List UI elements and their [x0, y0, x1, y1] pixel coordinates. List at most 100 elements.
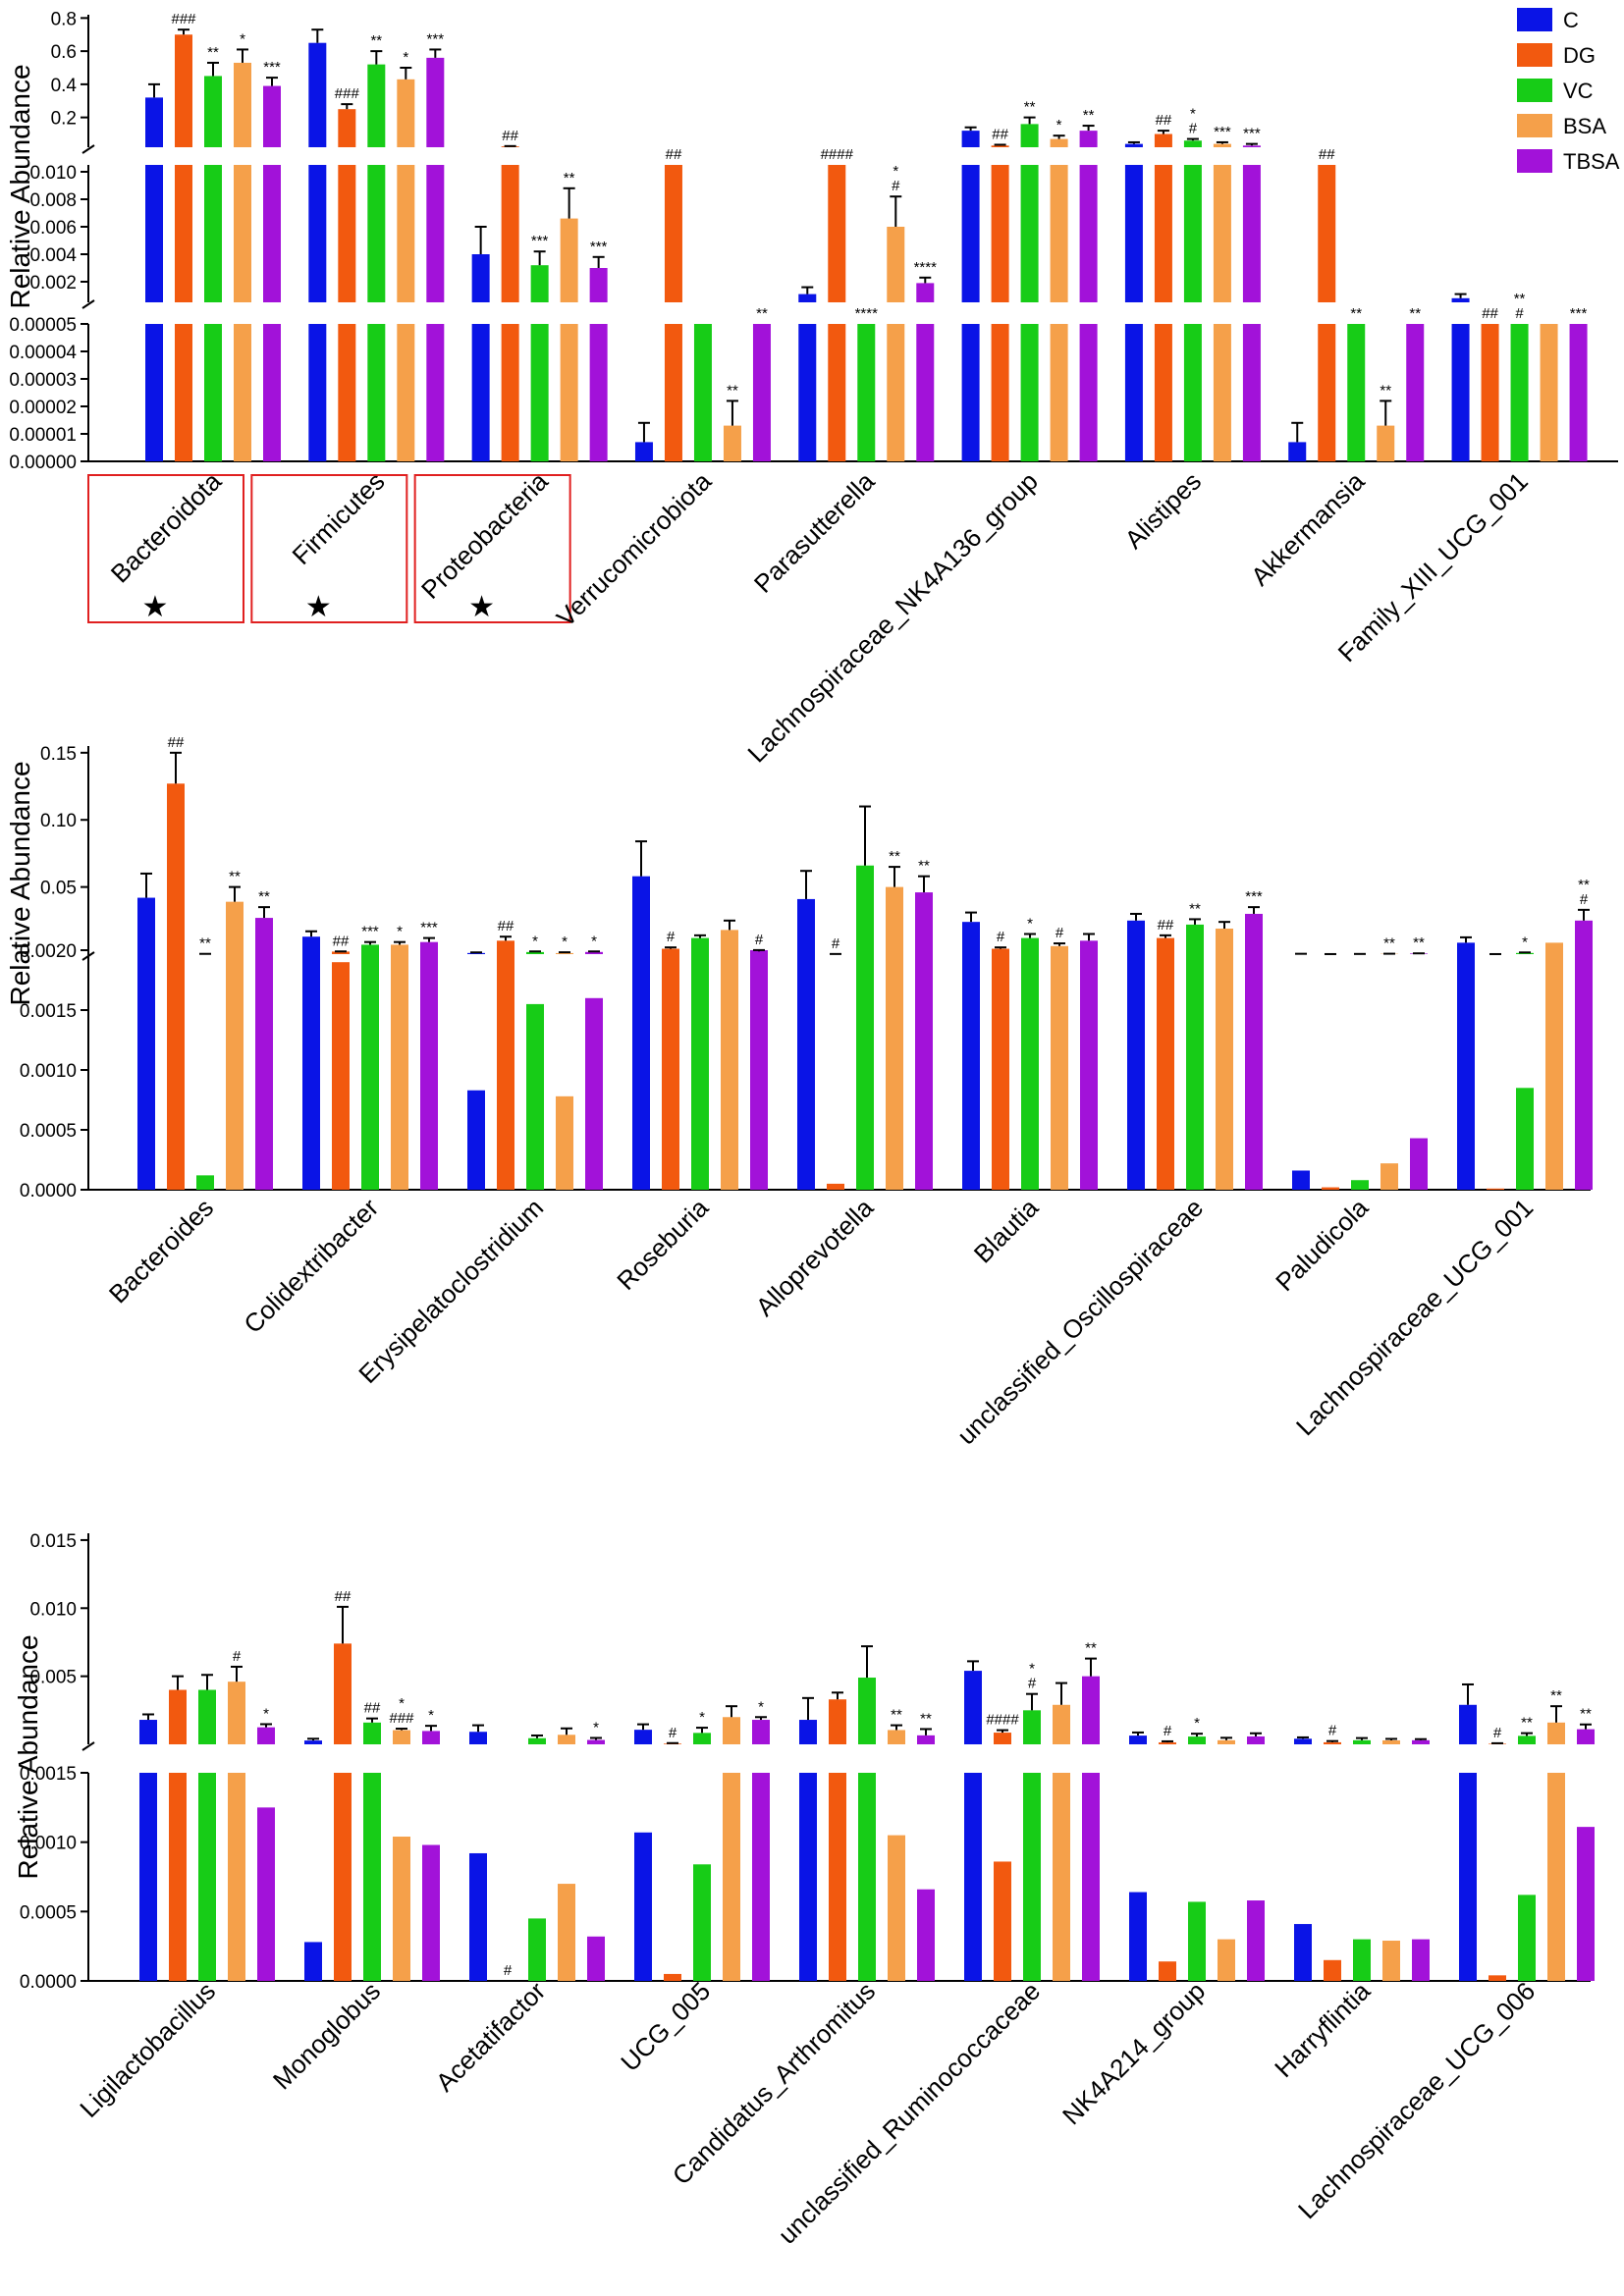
bar-dg — [829, 1699, 846, 1744]
bar-c — [469, 1732, 487, 1744]
significance-label: ### — [389, 1710, 414, 1727]
category-label: Ligilactobacillus — [74, 1976, 221, 2123]
y-tick-label: 0.0010 — [20, 1834, 77, 1854]
bar-c — [1129, 1892, 1147, 1981]
highlight-box — [250, 474, 408, 623]
significance-label: * — [1056, 117, 1062, 133]
bar-bsa — [1053, 1704, 1070, 1744]
bar-tbsa — [752, 1773, 770, 1981]
bar-bsa — [1380, 1163, 1398, 1190]
bar-vc — [858, 1678, 876, 1744]
bar-dg — [1159, 1961, 1176, 1981]
y-tick-label: 0.0015 — [20, 1001, 77, 1022]
significance-label: ** — [727, 382, 738, 399]
category-label: UCG_005 — [615, 1976, 716, 2077]
bar-tbsa — [263, 324, 281, 461]
bar-tbsa — [1406, 324, 1425, 461]
bar-bsa — [1050, 165, 1068, 302]
bar-tbsa — [1079, 324, 1098, 461]
bar-tbsa — [1082, 1676, 1100, 1744]
axis-break — [81, 299, 95, 309]
bar-vc — [1518, 1735, 1536, 1744]
bar-dg — [175, 324, 192, 461]
bar-bsa — [1213, 143, 1231, 147]
bar-c — [797, 898, 815, 954]
bar-tbsa — [1080, 950, 1098, 1190]
bar-bsa — [228, 1682, 245, 1744]
bar-vc — [1186, 950, 1204, 1190]
bar-c — [1451, 324, 1470, 461]
significance-label: ## — [1482, 305, 1498, 322]
bar-dg — [175, 165, 192, 302]
bar-bsa — [1547, 1722, 1565, 1744]
bar-tbsa — [750, 951, 768, 954]
significance-label: * — [562, 934, 568, 950]
bar-bsa — [887, 227, 905, 302]
bar-vc — [526, 1003, 544, 1190]
axis-break — [81, 144, 95, 154]
bar-c — [799, 1773, 817, 1981]
bar-vc — [528, 1737, 546, 1744]
significance-label: *** — [1214, 124, 1231, 140]
y-tick-label: 0.10 — [40, 811, 77, 831]
significance-label: # — [1189, 121, 1198, 137]
bar-c — [799, 1720, 817, 1744]
y-tick-label: 0.00004 — [9, 343, 77, 363]
y-tick-label: 0.00000 — [9, 453, 77, 473]
bar-tbsa — [255, 950, 273, 1190]
y-tick-label: 0.8 — [51, 9, 77, 29]
y-tick-label: 0.2 — [51, 109, 77, 130]
bar-vc — [1020, 124, 1039, 147]
significance-label: ** — [1380, 382, 1391, 399]
y-axis-label: Relative Abundance — [13, 1634, 43, 1879]
significance-label: ** — [1085, 1640, 1097, 1657]
y-tick-label: 0.002 — [29, 273, 77, 294]
category-label: Harryflintia — [1269, 1976, 1376, 2083]
bar-bsa — [1382, 1941, 1400, 1981]
y-tick-label: 0.010 — [29, 1599, 77, 1620]
bar-c — [471, 324, 490, 461]
bar-bsa — [1051, 945, 1068, 954]
bar-vc — [1510, 324, 1529, 461]
bar-dg — [1481, 324, 1499, 461]
bar-c — [798, 324, 817, 461]
significance-label: # — [1056, 925, 1064, 941]
legend-label: C — [1563, 8, 1579, 32]
category-label: Roseburia — [611, 1193, 714, 1296]
category-label: Bacteroidota — [105, 466, 228, 589]
significance-label: # — [233, 1648, 242, 1665]
significance-label: ** — [1409, 305, 1421, 322]
bar-tbsa — [263, 165, 281, 302]
bar-dg — [828, 324, 846, 461]
bar-vc — [1516, 1088, 1534, 1190]
bar-vc — [856, 865, 874, 954]
bar-vc — [204, 324, 222, 461]
bar-c — [1294, 1738, 1312, 1744]
bar-bsa — [1051, 950, 1068, 1190]
bar-bsa — [228, 1773, 245, 1981]
significance-label: ** — [370, 32, 382, 49]
bar-tbsa — [1575, 920, 1593, 954]
bar-tbsa — [1247, 1735, 1265, 1744]
bar-dg — [332, 951, 350, 954]
significance-label: * — [428, 1707, 434, 1724]
significance-label: ## — [168, 734, 185, 751]
bar-tbsa — [916, 283, 935, 302]
legend-label: BSA — [1563, 114, 1606, 138]
bar-c — [1294, 1924, 1312, 1981]
bar-tbsa — [1247, 1900, 1265, 1981]
bar-bsa — [1547, 1773, 1565, 1981]
bar-c — [139, 1773, 157, 1981]
bar-c — [467, 952, 485, 954]
category-label: Erysipelatoclostridium — [352, 1193, 549, 1389]
category-label: Firmicutes — [287, 466, 391, 570]
category-label: Blautia — [968, 1193, 1045, 1269]
axis-break — [81, 951, 95, 961]
significance-label: ## — [333, 933, 350, 949]
bar-c — [304, 1740, 322, 1744]
bar-vc — [526, 951, 544, 954]
bar-dg — [1489, 1975, 1506, 1981]
significance-label: ## — [502, 128, 518, 144]
bar-c — [471, 254, 490, 302]
category-label: Akkermansia — [1245, 466, 1371, 592]
